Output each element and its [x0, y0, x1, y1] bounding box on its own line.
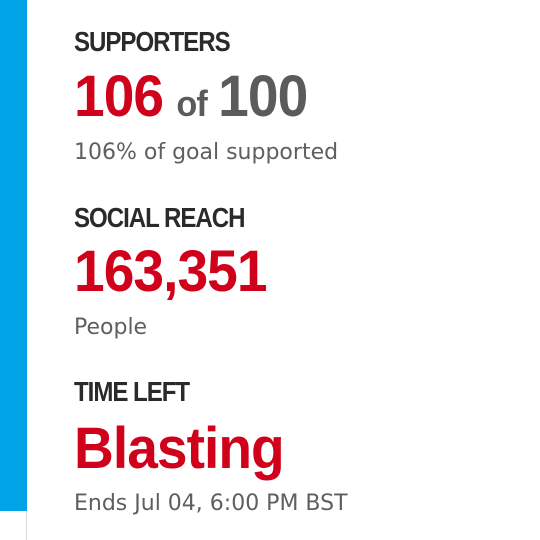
- supporters-value: 106 of 100: [74, 68, 308, 126]
- time-left-value: Blasting: [74, 416, 285, 481]
- social-reach-label: SOCIAL REACH: [74, 202, 246, 233]
- supporters-current-count: 106: [74, 64, 164, 129]
- supporters-goal-count: 100: [218, 64, 308, 129]
- accent-bar: [0, 0, 27, 511]
- divider-line: [26, 511, 27, 540]
- social-reach-subtext: People: [74, 315, 148, 340]
- time-left-subtext: Ends Jul 04, 6:00 PM BST: [74, 491, 348, 516]
- supporters-label: SUPPORTERS: [74, 26, 231, 57]
- time-left-label: TIME LEFT: [74, 376, 190, 407]
- supporters-of-word: of: [176, 83, 207, 124]
- supporters-subtext: 106% of goal supported: [74, 140, 339, 165]
- social-reach-value: 163,351: [74, 239, 267, 304]
